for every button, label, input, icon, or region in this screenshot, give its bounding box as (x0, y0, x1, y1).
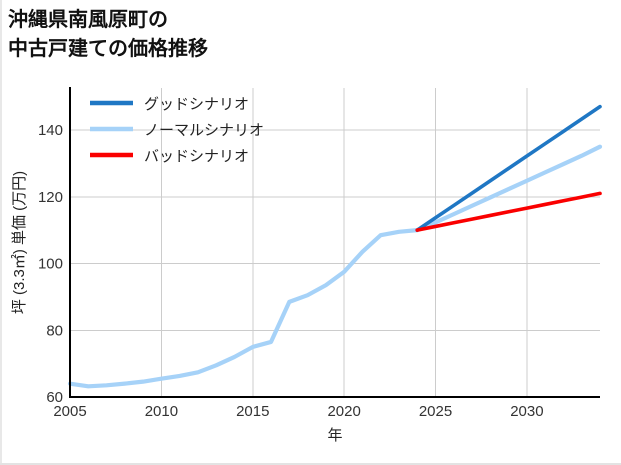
y-tick-label: 80 (46, 322, 63, 339)
x-tick-label: 2015 (236, 403, 269, 420)
y-axis-title: 坪 (3.3㎡) 単価 (万円) (11, 171, 28, 314)
x-tick-label: 2030 (510, 403, 543, 420)
series-group (67, 104, 603, 389)
x-tick-label: 2010 (145, 403, 178, 420)
series-line-good (415, 104, 602, 232)
y-tick-label: 60 (46, 389, 63, 406)
x-tick-label: 2025 (419, 403, 452, 420)
y-tick-label: 100 (38, 256, 63, 273)
legend-label-0: グッドシナリオ (144, 96, 249, 113)
y-tick-label: 140 (38, 122, 63, 139)
x-axis-title: 年 (327, 427, 342, 444)
series-line-bad (415, 191, 602, 232)
axis-titles-group: 年 坪 (3.3㎡) 単価 (万円) (11, 171, 343, 444)
gridlines-group (70, 88, 600, 397)
y-axis-tick-labels: 60 80 100 120 140 (38, 122, 63, 406)
legend-label-2: バッドシナリオ (144, 148, 249, 165)
x-tick-label: 2020 (327, 403, 360, 420)
figure-bottom-border (0, 463, 621, 465)
chart-title: 沖縄県南風原町の 中古戸建ての価格推移 (8, 9, 208, 60)
legend-label-1: ノーマルシナリオ (144, 122, 264, 139)
y-tick-label: 120 (38, 189, 63, 206)
x-axis-tick-labels: 2005 2010 2015 2020 2025 2030 (53, 403, 543, 420)
x-tick-label: 2005 (53, 403, 86, 420)
axis-spines (68, 87, 600, 399)
figure-left-border (0, 0, 2, 465)
series-line-normal (67, 144, 603, 389)
